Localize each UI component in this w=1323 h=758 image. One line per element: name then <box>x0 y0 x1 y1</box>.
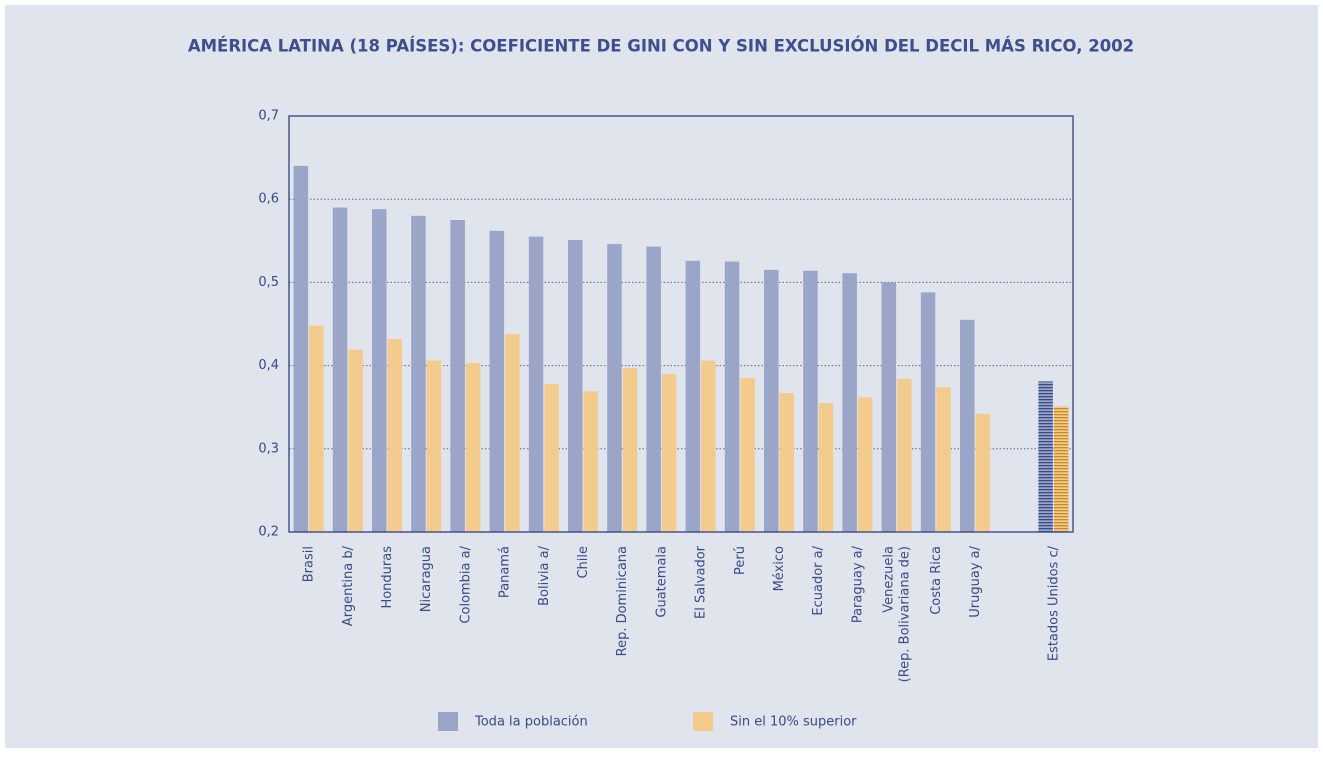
bar <box>332 207 348 532</box>
x-tick-label: Guatemala <box>654 546 669 618</box>
bar <box>685 260 701 532</box>
x-tick-label: Brasil <box>301 546 316 582</box>
x-tick-label: Colombia a/ <box>458 545 473 623</box>
bar <box>348 349 363 532</box>
bar <box>544 383 559 532</box>
x-tick-label: Costa Rica <box>928 546 943 615</box>
bar <box>701 360 716 532</box>
bar <box>818 403 834 532</box>
plot-frame <box>288 115 1074 533</box>
bar <box>936 387 951 532</box>
bar <box>583 391 598 532</box>
bar <box>881 282 897 532</box>
bar <box>387 338 402 532</box>
bar <box>842 273 857 532</box>
bar <box>505 333 520 532</box>
bar <box>661 373 677 532</box>
x-tick-label: Paraguay a/ <box>850 545 865 623</box>
bar <box>607 244 622 533</box>
x-tick-label: México <box>772 546 787 591</box>
x-tick-label: Rep. Dominicana <box>615 546 630 656</box>
x-tick-label: Estados Unidos c/ <box>1046 545 1061 661</box>
background <box>5 5 1318 748</box>
bar <box>528 236 544 532</box>
y-tick-label: 0,3 <box>258 441 279 456</box>
y-tick-label: 0,4 <box>258 358 279 373</box>
bar <box>489 230 505 533</box>
bar <box>1053 406 1069 532</box>
x-tick-label: Argentina b/ <box>340 545 355 626</box>
x-tick-label: El Salvador <box>693 545 708 619</box>
y-tick-label: 0,7 <box>258 109 279 124</box>
bar <box>803 270 818 532</box>
legend-swatch <box>693 712 713 731</box>
bar <box>897 378 912 532</box>
bar <box>465 363 481 532</box>
legend-label: Sin el 10% superior <box>730 715 857 730</box>
bar <box>568 239 583 532</box>
bar <box>646 246 661 532</box>
x-tick-label: Uruguay a/ <box>968 545 983 617</box>
bar <box>426 360 442 532</box>
x-tick-label: Venezuela(Rep. Bolivariana de) <box>881 546 912 682</box>
x-tick-label: Chile <box>576 546 591 579</box>
bar <box>372 209 387 532</box>
bar <box>1038 381 1053 532</box>
bar <box>975 413 990 532</box>
x-tick-label: Panamá <box>497 546 512 598</box>
bar <box>309 325 324 532</box>
x-tick-label: Ecuador a/ <box>811 545 826 615</box>
x-tick-label: Perú <box>732 546 747 575</box>
bar <box>779 393 794 532</box>
bar <box>960 319 975 532</box>
y-tick-label: 0,2 <box>258 525 279 540</box>
bar <box>920 292 936 532</box>
x-tick-label: Bolivia a/ <box>536 545 551 605</box>
bar <box>293 165 309 533</box>
bar <box>857 397 873 532</box>
bar <box>740 378 755 532</box>
bar <box>622 368 638 532</box>
y-tick-label: 0,5 <box>258 275 279 290</box>
legend-swatch <box>438 712 458 731</box>
bar <box>450 220 465 532</box>
bar <box>411 215 426 532</box>
y-tick-label: 0,6 <box>258 192 279 207</box>
legend-label: Toda la población <box>474 715 588 730</box>
x-tick-label: Honduras <box>380 546 395 609</box>
bar <box>764 269 779 532</box>
chart-title: AMÉRICA LATINA (18 PAÍSES): COEFICIENTE … <box>188 37 1134 56</box>
x-tick-label: Nicaragua <box>419 546 434 612</box>
bar <box>724 261 740 532</box>
